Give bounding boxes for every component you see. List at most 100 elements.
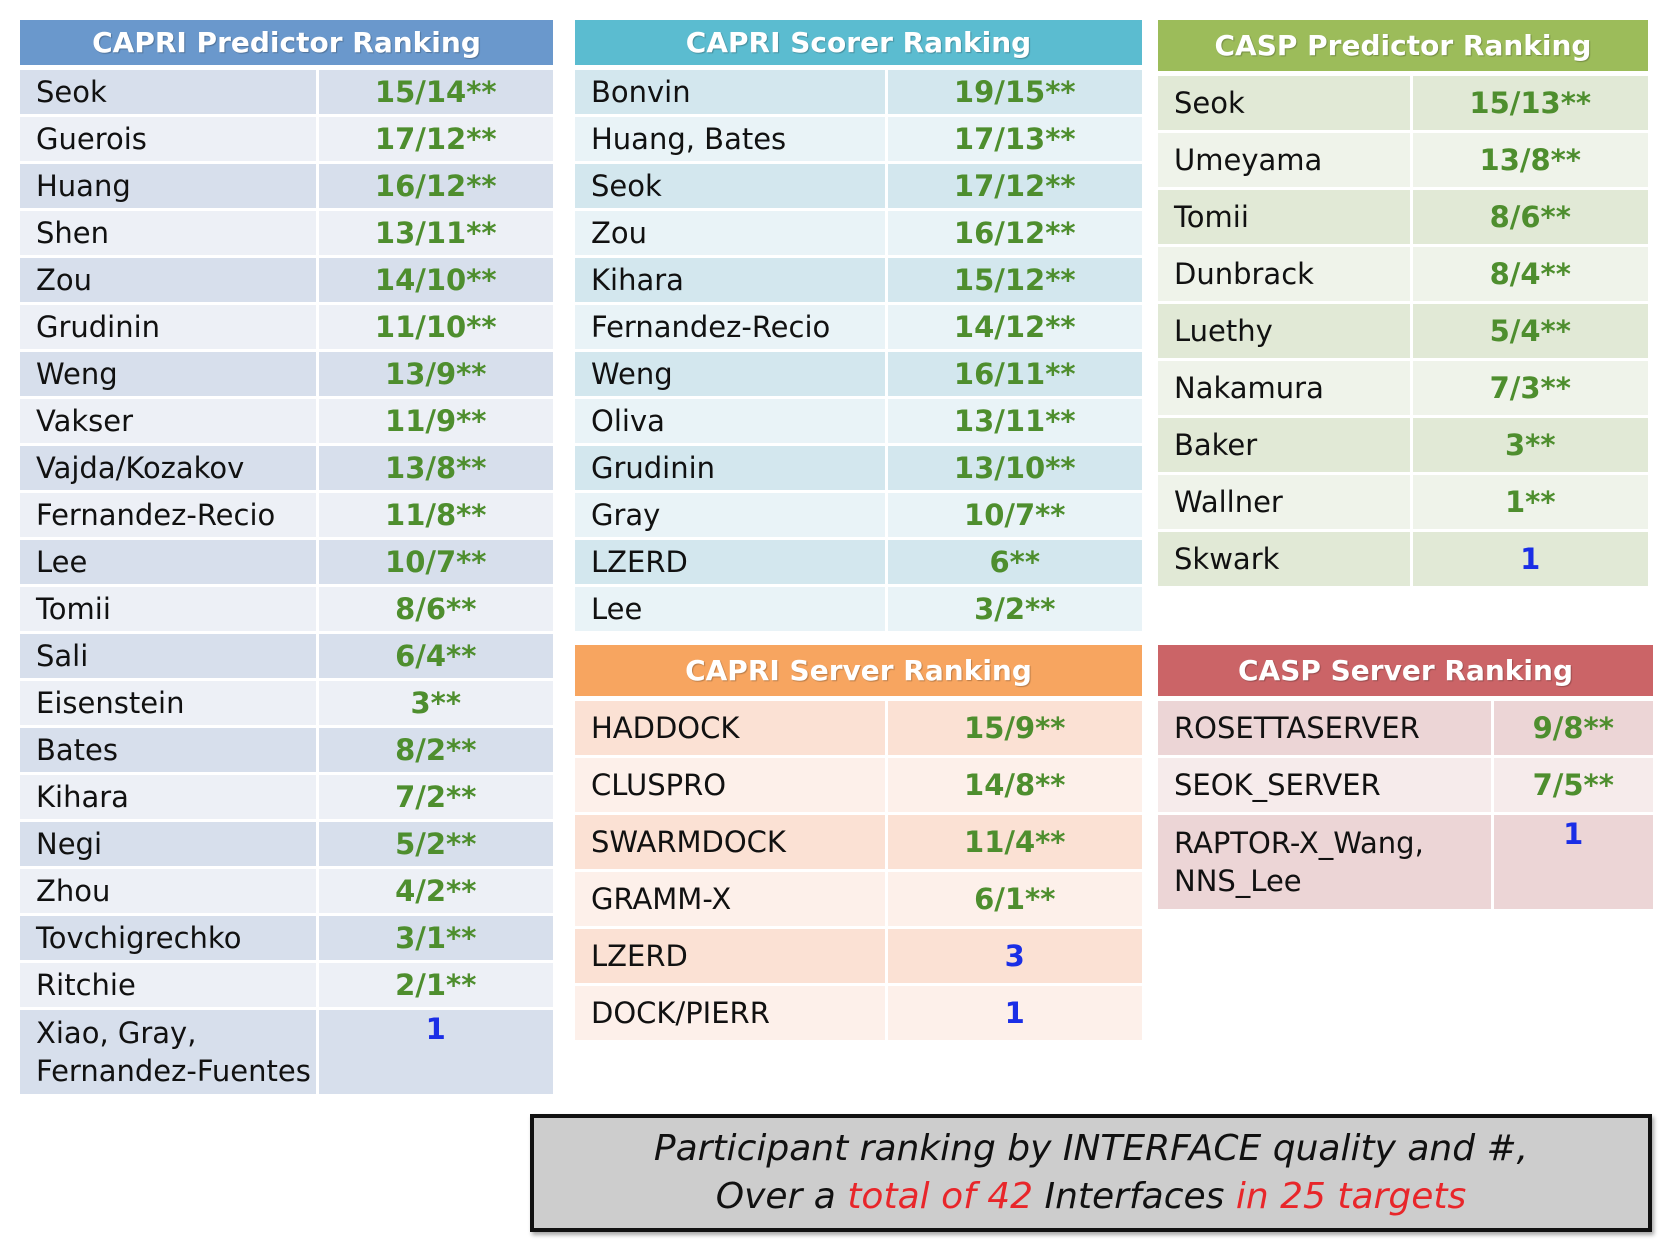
participant-name: Luethy (1158, 301, 1411, 360)
capri-server-table: CAPRI Server Ranking HADDOCK 15/9** CLUSPR… (575, 645, 1142, 1040)
ranking-value: 5/2** (315, 819, 553, 868)
table-row: Nakamura 7/3** (1158, 358, 1648, 417)
ranking-value: 1** (1409, 472, 1648, 531)
ranking-value: 8/4** (1409, 244, 1648, 303)
table-row: Sali 6/4** (20, 631, 553, 680)
participant-name: Baker (1158, 415, 1411, 474)
ranking-value: 3** (1409, 415, 1648, 474)
participant-name: Shen (20, 208, 317, 257)
table-row: Kihara 15/12** (575, 255, 1142, 304)
ranking-value: 1 (1490, 812, 1653, 909)
participant-name: Huang (20, 161, 317, 210)
participant-name-text: Weng (591, 357, 673, 391)
participant-name: Weng (20, 349, 317, 398)
participant-name-text: Skwark (1174, 542, 1280, 576)
caption-text: Interfaces (1033, 1176, 1236, 1217)
participant-name: Dunbrack (1158, 244, 1411, 303)
table-row: Lee 3/2** (575, 584, 1142, 631)
ranking-value: 13/11** (884, 396, 1142, 445)
participant-name-text: Bates (36, 733, 118, 767)
participant-name: Oliva (575, 396, 886, 445)
participant-name-text: Vakser (36, 404, 134, 438)
participant-name: Eisenstein (20, 678, 317, 727)
ranking-value: 1 (1409, 529, 1648, 586)
participant-name-text: Grudinin (36, 310, 161, 344)
participant-name-text: Wallner (1174, 485, 1283, 519)
participant-name-text: Oliva (591, 404, 665, 438)
table-title: CASP Server Ranking (1158, 645, 1653, 701)
ranking-value: 3** (315, 678, 553, 727)
ranking-value: 7/2** (315, 772, 553, 821)
participant-name-text: Luethy (1174, 314, 1273, 348)
participant-name-text: Tomii (1174, 200, 1249, 234)
participant-name-text: GRAMM-X (591, 882, 732, 916)
table-title: CAPRI Scorer Ranking (575, 20, 1142, 70)
ranking-value: 8/2** (315, 725, 553, 774)
casp-predictor-table: CASP Predictor Ranking Seok 15/13** Umeyam… (1158, 20, 1648, 586)
ranking-value: 15/14** (315, 66, 553, 116)
participant-name-text: Huang (36, 169, 131, 203)
ranking-value: 5/4** (1409, 301, 1648, 360)
table-row: Luethy 5/4** (1158, 301, 1648, 360)
participant-name: Negi (20, 819, 317, 868)
participant-name: Umeyama (1158, 130, 1411, 189)
table-row: Umeyama 13/8** (1158, 130, 1648, 189)
participant-name: Weng (575, 349, 886, 398)
caption-line-2: Over a total of 42 Interfaces in 25 targ… (534, 1173, 1648, 1221)
table-row: Grudinin 11/10** (20, 302, 553, 351)
ranking-value: 3/1** (315, 913, 553, 962)
table-row: Skwark 1 (1158, 529, 1648, 586)
participant-name: Zou (20, 255, 317, 304)
participant-name: Seok (1158, 72, 1411, 132)
ranking-value: 15/13** (1409, 72, 1648, 132)
ranking-value: 10/7** (884, 490, 1142, 539)
participant-name-text: RAPTOR-X_Wang, (1174, 826, 1424, 860)
ranking-value: 6** (884, 537, 1142, 586)
participant-name: Vajda/Kozakov (20, 443, 317, 492)
table-row: Huang, Bates 17/13** (575, 114, 1142, 163)
participant-name-text: Bonvin (591, 75, 691, 109)
table-row: Zou 14/10** (20, 255, 553, 304)
participant-name-text: Kihara (36, 780, 129, 814)
ranking-value: 2/1** (315, 960, 553, 1009)
ranking-value: 6/1** (884, 869, 1142, 928)
participant-name: Xiao, Gray, Fernandez-Fuentes (20, 1007, 317, 1094)
ranking-value: 9/8** (1490, 697, 1653, 757)
participant-name: Bates (20, 725, 317, 774)
ranking-value: 17/12** (315, 114, 553, 163)
ranking-value: 8/6** (1409, 187, 1648, 246)
participant-name-text: SEOK_SERVER (1174, 768, 1381, 802)
participant-name-text: Fernandez-Recio (591, 310, 831, 344)
participant-name-text: Weng (36, 357, 118, 391)
table-row: SEOK_SERVER 7/5** (1158, 755, 1653, 814)
table-row: Vajda/Kozakov 13/8** (20, 443, 553, 492)
table-title: CAPRI Predictor Ranking (20, 20, 553, 70)
ranking-value: 19/15** (884, 66, 1142, 116)
table-row: Zou 16/12** (575, 208, 1142, 257)
ranking-value: 13/8** (315, 443, 553, 492)
table-row: Seok 17/12** (575, 161, 1142, 210)
participant-name-text: Fernandez-Recio (36, 498, 276, 532)
table-row: Weng 13/9** (20, 349, 553, 398)
participant-name-text: Zou (591, 216, 647, 250)
participant-name-text: Fernandez-Fuentes (36, 1054, 311, 1088)
ranking-value: 16/11** (884, 349, 1142, 398)
participant-name: Seok (20, 66, 317, 116)
caption-highlight: total of 42 (847, 1176, 1034, 1217)
ranking-value: 11/4** (884, 812, 1142, 871)
ranking-value: 11/10** (315, 302, 553, 351)
table-row: ROSETTASERVER 9/8** (1158, 697, 1653, 757)
table-row: Tomii 8/6** (20, 584, 553, 633)
ranking-value: 14/8** (884, 755, 1142, 814)
ranking-value: 14/10** (315, 255, 553, 304)
participant-name-text: LZERD (591, 545, 688, 579)
participant-name: Gray (575, 490, 886, 539)
table-row: CLUSPRO 14/8** (575, 755, 1142, 814)
participant-name-text: Zhou (36, 874, 111, 908)
table-row: Negi 5/2** (20, 819, 553, 868)
table-row: Zhou 4/2** (20, 866, 553, 915)
participant-name-text: Eisenstein (36, 686, 185, 720)
participant-name: Guerois (20, 114, 317, 163)
participant-name: DOCK/PIERR (575, 983, 886, 1040)
participant-name-text: SWARMDOCK (591, 825, 786, 859)
